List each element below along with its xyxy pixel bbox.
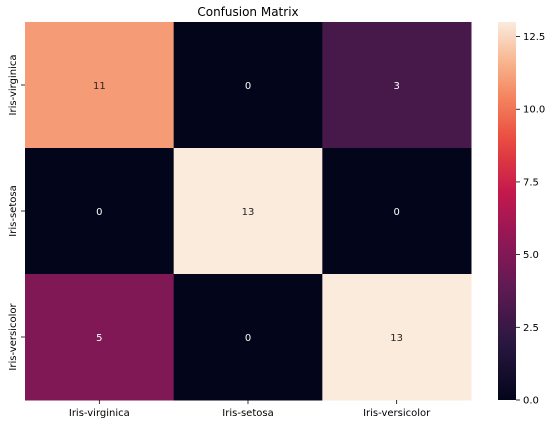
cell-value-label: 0 <box>245 333 251 344</box>
x-tick-label: Iris-setosa <box>222 408 273 419</box>
heatmap-cell <box>322 22 472 149</box>
colorbar-tick-label: 12.5 <box>523 32 545 43</box>
y-tick-label: Iris-virginica <box>8 55 19 116</box>
cell-value-label: 13 <box>390 333 403 344</box>
colorbar-tick-label: 2.5 <box>523 323 539 334</box>
y-tick-label: Iris-setosa <box>8 185 19 236</box>
colorbar: 0.0 2.5 5.0 7.5 10.0 12.5 <box>498 22 545 407</box>
chart-title: Confusion Matrix <box>197 5 298 19</box>
x-tick-label: Iris-versicolor <box>363 408 431 419</box>
cell-value-label: 5 <box>96 333 102 344</box>
cell-value-label: 0 <box>245 81 251 92</box>
colorbar-tick-label: 0.0 <box>523 396 539 407</box>
colorbar-tick-label: 10.0 <box>523 105 545 116</box>
x-tick-label: Iris-virginica <box>69 408 130 419</box>
x-axis: Iris-virginica Iris-setosa Iris-versicolor <box>69 400 431 419</box>
colorbar-gradient <box>498 22 516 400</box>
heatmap-cells: 11 0 3 0 13 0 5 0 13 <box>25 22 472 401</box>
cell-value-label: 0 <box>393 207 399 218</box>
heatmap-cell <box>173 22 323 149</box>
heatmap-cell <box>25 148 175 275</box>
colorbar-tick-label: 7.5 <box>523 177 539 188</box>
heatmap-cell <box>173 148 323 275</box>
cell-value-label: 3 <box>393 81 399 92</box>
cell-value-label: 13 <box>242 207 255 218</box>
cell-value-label: 11 <box>93 81 106 92</box>
heatmap-cell <box>322 274 472 401</box>
colorbar-tick-label: 5.0 <box>523 250 539 261</box>
heatmap-cell <box>25 22 175 149</box>
heatmap-cell <box>25 274 175 401</box>
y-axis: Iris-virginica Iris-setosa Iris-versicolor <box>8 55 25 371</box>
heatmap-cell <box>173 274 323 401</box>
heatmap-cell <box>322 148 472 275</box>
cell-value-label: 0 <box>96 207 102 218</box>
y-tick-label: Iris-versicolor <box>8 303 19 371</box>
